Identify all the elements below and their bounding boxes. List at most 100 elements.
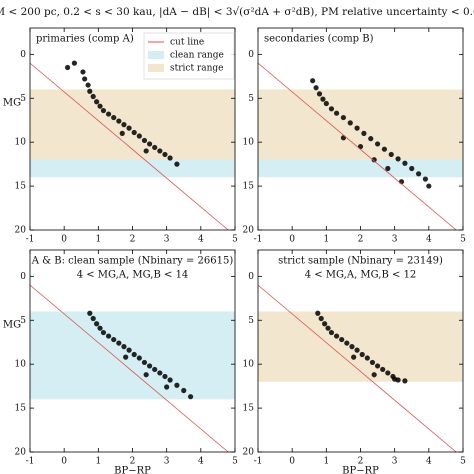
x-tick-label: 2 bbox=[358, 457, 364, 467]
point bbox=[167, 377, 173, 383]
x-tick-label: 1 bbox=[95, 457, 101, 467]
panel-label: 4 < MG,A, MG,B < 14 bbox=[77, 270, 189, 281]
point bbox=[322, 321, 328, 327]
point bbox=[141, 359, 148, 366]
point bbox=[111, 336, 117, 343]
point bbox=[415, 171, 422, 177]
point bbox=[392, 376, 398, 382]
point bbox=[402, 378, 408, 384]
legend-label: cut line bbox=[170, 38, 204, 48]
x-axis-label: BP−RP bbox=[342, 466, 379, 474]
point bbox=[344, 340, 350, 346]
point bbox=[94, 321, 100, 327]
point bbox=[320, 96, 326, 102]
y-tick-label: 15 bbox=[243, 404, 255, 414]
point bbox=[100, 107, 107, 114]
point bbox=[143, 372, 149, 378]
point bbox=[105, 333, 112, 339]
point bbox=[422, 176, 429, 182]
point bbox=[339, 336, 345, 343]
point bbox=[385, 165, 391, 172]
point bbox=[371, 372, 377, 378]
point bbox=[385, 370, 391, 376]
y-tick-label: 0 bbox=[248, 50, 254, 60]
x-tick-label: 2 bbox=[130, 457, 136, 467]
legend-label: strict range bbox=[170, 64, 224, 74]
point bbox=[328, 106, 335, 112]
y-tick-label: 5 bbox=[248, 94, 254, 104]
panel-label: strict sample (Nbinary = 23149) bbox=[278, 256, 443, 267]
point bbox=[152, 366, 158, 373]
y-tick-label: 10 bbox=[15, 360, 27, 370]
x-tick-label: 0 bbox=[61, 235, 67, 245]
point bbox=[64, 64, 71, 71]
point bbox=[354, 125, 360, 131]
point bbox=[146, 363, 153, 369]
point bbox=[380, 366, 386, 373]
y-tick-label: 5 bbox=[248, 316, 254, 326]
point bbox=[409, 165, 415, 172]
point bbox=[402, 160, 408, 166]
x-tick-label: 0 bbox=[289, 457, 295, 467]
x-tick-label: 5 bbox=[232, 457, 238, 467]
x-axis-label: BP−RP bbox=[114, 466, 151, 474]
point bbox=[126, 347, 132, 353]
y-tick-label: 10 bbox=[243, 360, 255, 370]
y-tick-label: 20 bbox=[15, 448, 27, 458]
point bbox=[100, 329, 107, 336]
point bbox=[97, 325, 103, 331]
point bbox=[90, 93, 96, 100]
point bbox=[141, 137, 148, 144]
x-tick-label: -1 bbox=[26, 235, 35, 245]
point bbox=[174, 382, 180, 388]
x-tick-label: 1 bbox=[323, 457, 329, 467]
point bbox=[371, 157, 377, 163]
x-tick-label: 1 bbox=[95, 235, 101, 245]
point bbox=[325, 325, 331, 331]
point bbox=[351, 354, 357, 360]
point bbox=[82, 76, 88, 82]
point bbox=[123, 354, 129, 360]
y-tick-label: 20 bbox=[243, 226, 255, 236]
point bbox=[80, 69, 86, 75]
point bbox=[126, 125, 132, 131]
point bbox=[364, 355, 370, 361]
x-tick-label: 3 bbox=[164, 457, 170, 467]
point bbox=[111, 114, 117, 121]
x-tick-label: 5 bbox=[232, 235, 238, 245]
point bbox=[333, 333, 340, 339]
y-tick-label: 0 bbox=[20, 272, 26, 282]
point bbox=[381, 146, 388, 152]
point bbox=[181, 387, 187, 394]
point bbox=[187, 394, 194, 400]
y-tick-label: 20 bbox=[15, 226, 27, 236]
x-tick-label: 2 bbox=[358, 235, 364, 245]
point bbox=[310, 78, 316, 84]
legend-swatch bbox=[148, 51, 164, 59]
cut-line bbox=[29, 62, 229, 231]
point bbox=[368, 136, 374, 142]
point bbox=[87, 310, 93, 316]
point bbox=[395, 156, 401, 162]
cut-line bbox=[257, 284, 457, 453]
x-tick-label: 4 bbox=[426, 457, 432, 467]
point bbox=[359, 351, 365, 358]
point bbox=[136, 355, 142, 361]
point bbox=[313, 85, 319, 91]
x-tick-label: 3 bbox=[164, 235, 170, 245]
point bbox=[97, 103, 103, 109]
point bbox=[426, 183, 432, 189]
point bbox=[318, 315, 324, 322]
x-tick-label: -1 bbox=[26, 457, 35, 467]
x-tick-label: 5 bbox=[460, 235, 466, 245]
point bbox=[71, 60, 78, 66]
figure-title: dM < 200 pc, 0.2 < s < 30 kau, |dA − dB|… bbox=[0, 6, 474, 19]
point bbox=[340, 114, 347, 121]
panel-label: primaries (comp A) bbox=[36, 34, 134, 45]
y-tick-label: 10 bbox=[15, 138, 27, 148]
x-tick-label: -1 bbox=[254, 457, 263, 467]
point bbox=[157, 148, 163, 154]
point bbox=[90, 315, 96, 322]
x-tick-label: 4 bbox=[198, 457, 204, 467]
